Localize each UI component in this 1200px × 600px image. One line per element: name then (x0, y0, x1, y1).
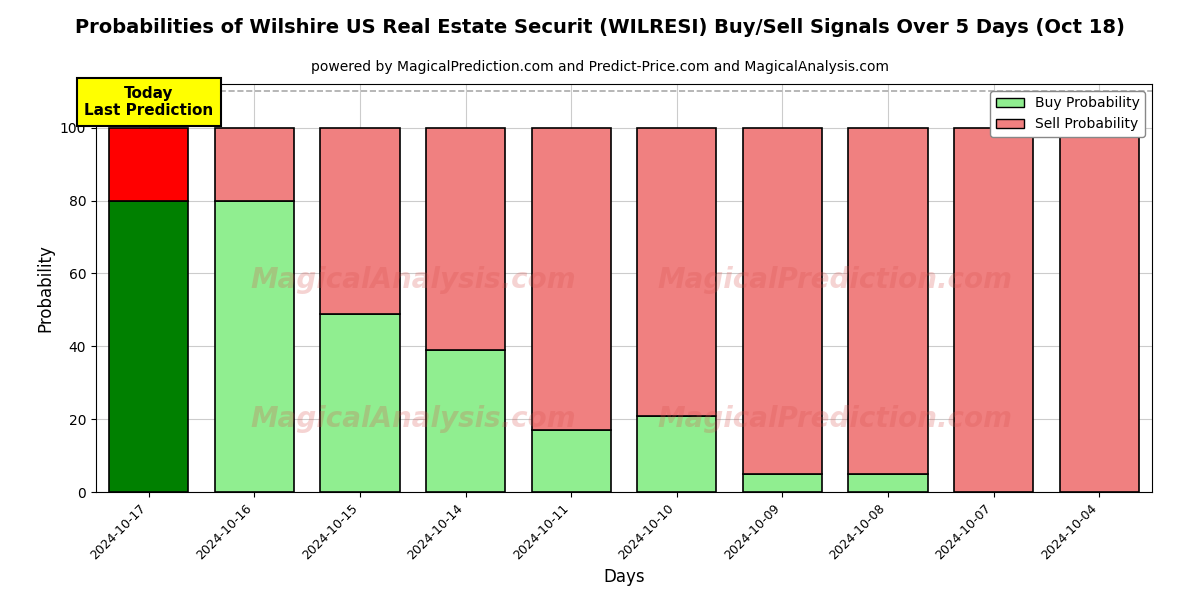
Text: Probabilities of Wilshire US Real Estate Securit (WILRESI) Buy/Sell Signals Over: Probabilities of Wilshire US Real Estate… (76, 18, 1124, 37)
Bar (215, 128, 294, 200)
Bar (532, 430, 611, 492)
Bar (637, 128, 716, 415)
Bar (320, 313, 400, 492)
Bar (215, 200, 294, 492)
Bar (743, 474, 822, 492)
Bar (743, 128, 822, 474)
Y-axis label: Probability: Probability (36, 244, 54, 332)
Bar (109, 200, 188, 492)
Text: MagicalPrediction.com: MagicalPrediction.com (658, 404, 1013, 433)
Text: powered by MagicalPrediction.com and Predict-Price.com and MagicalAnalysis.com: powered by MagicalPrediction.com and Pre… (311, 60, 889, 74)
Bar (320, 128, 400, 313)
Bar (1060, 128, 1139, 492)
Bar (954, 128, 1033, 492)
Text: Today
Last Prediction: Today Last Prediction (84, 86, 214, 118)
Text: MagicalAnalysis.com: MagicalAnalysis.com (250, 404, 576, 433)
Bar (109, 128, 188, 200)
Legend: Buy Probability, Sell Probability: Buy Probability, Sell Probability (990, 91, 1145, 137)
Bar (848, 128, 928, 474)
Bar (848, 474, 928, 492)
Text: MagicalPrediction.com: MagicalPrediction.com (658, 266, 1013, 294)
Bar (426, 350, 505, 492)
Text: MagicalAnalysis.com: MagicalAnalysis.com (250, 266, 576, 294)
X-axis label: Days: Days (604, 568, 644, 586)
Bar (532, 128, 611, 430)
Bar (426, 128, 505, 350)
Bar (637, 415, 716, 492)
